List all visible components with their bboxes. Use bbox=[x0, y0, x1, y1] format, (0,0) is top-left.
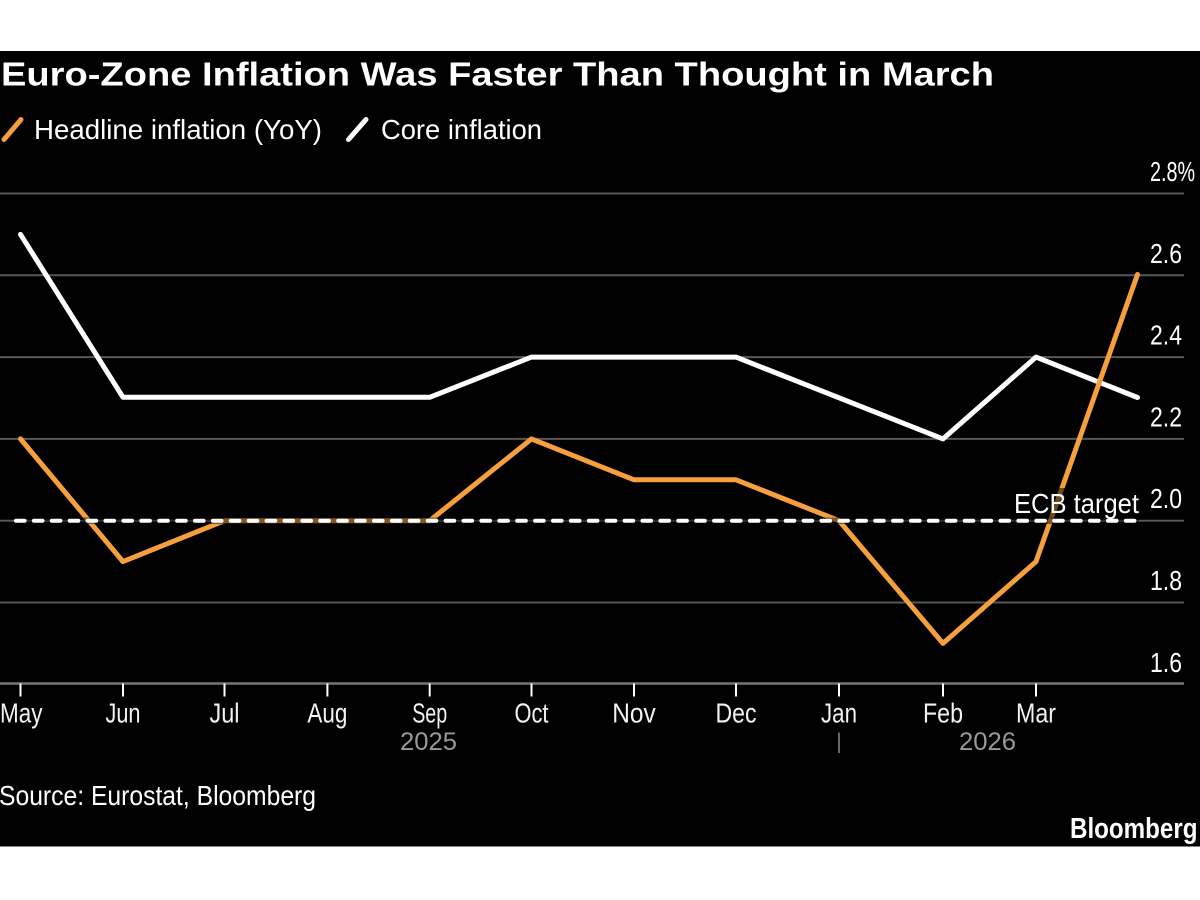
svg-text:ECB target: ECB target bbox=[1014, 488, 1139, 519]
svg-text:Jun: Jun bbox=[106, 698, 141, 729]
svg-text:2.6: 2.6 bbox=[1150, 238, 1182, 269]
svg-text:2.4: 2.4 bbox=[1150, 320, 1182, 351]
svg-text:Jul: Jul bbox=[210, 698, 240, 729]
svg-text:1.6: 1.6 bbox=[1150, 647, 1182, 678]
svg-text:Jan: Jan bbox=[821, 698, 857, 729]
svg-text:Dec: Dec bbox=[716, 698, 757, 729]
svg-text:Sep: Sep bbox=[412, 698, 447, 729]
svg-text:Source: Eurostat, Bloomberg: Source: Eurostat, Bloomberg bbox=[0, 780, 316, 811]
svg-text:Mar: Mar bbox=[1016, 698, 1056, 729]
svg-text:2025: 2025 bbox=[400, 728, 457, 756]
svg-text:Euro-Zone Inflation Was Faster: Euro-Zone Inflation Was Faster Than Thou… bbox=[1, 56, 994, 93]
svg-text:Feb: Feb bbox=[923, 698, 963, 729]
svg-text:Aug: Aug bbox=[307, 698, 347, 729]
svg-text:1.8: 1.8 bbox=[1150, 565, 1182, 596]
svg-text:2.8%: 2.8% bbox=[1150, 156, 1195, 187]
svg-text:2026: 2026 bbox=[959, 728, 1016, 756]
svg-text:Bloomberg: Bloomberg bbox=[1070, 813, 1198, 845]
svg-text:May: May bbox=[0, 698, 42, 729]
svg-text:Oct: Oct bbox=[515, 698, 549, 729]
svg-text:2.2: 2.2 bbox=[1150, 401, 1182, 432]
svg-text:2.0: 2.0 bbox=[1150, 483, 1182, 514]
svg-text:Core inflation: Core inflation bbox=[381, 114, 542, 145]
svg-text:Headline inflation (YoY): Headline inflation (YoY) bbox=[34, 114, 322, 145]
svg-text:Nov: Nov bbox=[612, 698, 656, 729]
